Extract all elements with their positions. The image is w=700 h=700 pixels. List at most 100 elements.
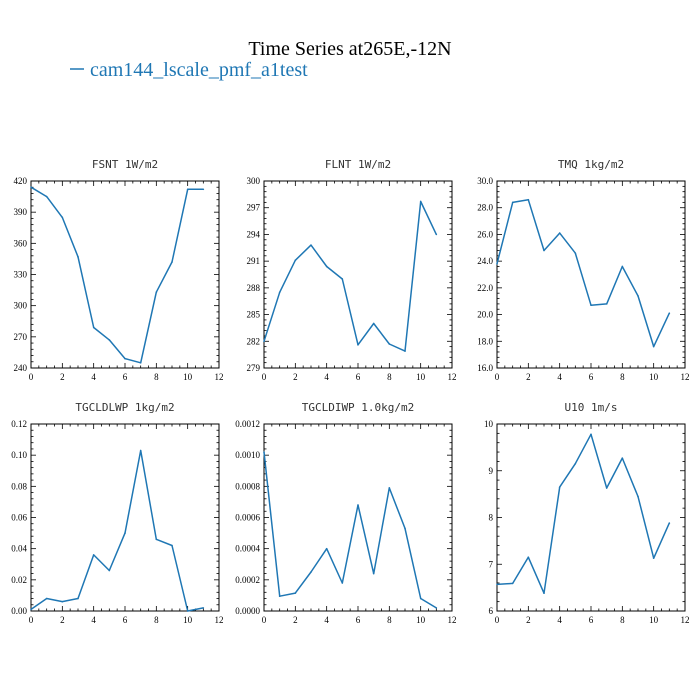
y-tick-label: 294 [247, 229, 261, 239]
y-tick-label: 279 [247, 363, 261, 373]
y-tick-label: 30.0 [477, 176, 493, 186]
x-tick-label: 6 [356, 615, 361, 625]
x-tick-label: 10 [649, 615, 659, 625]
plot-frame [496, 423, 686, 612]
x-tick-label: 6 [589, 372, 594, 382]
x-tick-label: 10 [183, 615, 193, 625]
data-point [590, 304, 592, 307]
data-point [108, 569, 111, 572]
data-point [155, 538, 158, 541]
y-tick-label: 7 [489, 559, 494, 569]
data-point [294, 259, 297, 262]
series-line [263, 451, 437, 609]
x-tick-label: 0 [495, 615, 500, 625]
y-tick-label: 28.0 [477, 203, 493, 213]
data-point [77, 256, 79, 258]
y-tick-label: 0.08 [11, 481, 27, 491]
data-point [605, 303, 608, 305]
data-point [435, 233, 438, 236]
x-tick-label: 6 [123, 615, 128, 625]
x-tick-label: 2 [293, 372, 298, 382]
plot-frame [30, 180, 220, 369]
x-tick-label: 6 [356, 372, 361, 382]
data-point [61, 216, 64, 219]
data-point [511, 582, 514, 585]
y-tick-label: 420 [14, 176, 28, 186]
x-tick-label: 6 [123, 372, 128, 382]
y-tick-label: 16.0 [477, 363, 493, 373]
panel-title: U10 1m/s [565, 401, 618, 414]
panel-5: U10 1m/s 0 2 4 6 8 10 12 6 7 8 9 10 [484, 401, 690, 625]
x-tick-label: 2 [60, 615, 65, 625]
data-point [558, 232, 561, 234]
x-tick-label: 2 [293, 615, 298, 625]
data-point [590, 433, 592, 436]
data-point [435, 607, 438, 609]
x-tick-label: 12 [215, 615, 224, 625]
panel-title: FLNT 1W/m2 [325, 158, 391, 171]
data-point [45, 597, 48, 600]
data-point [171, 544, 173, 547]
data-point [668, 522, 671, 524]
legend-label: cam144_lscale_pmf_a1test [90, 59, 308, 81]
y-tick-label: 0.12 [11, 419, 27, 429]
y-tick-label: 18.0 [477, 336, 493, 346]
data-point [652, 345, 655, 348]
x-tick-label: 8 [620, 372, 625, 382]
data-point [92, 554, 95, 556]
data-point [77, 597, 79, 600]
y-tick-label: 360 [14, 238, 28, 248]
data-point [404, 350, 406, 352]
y-tick-label: 0.04 [11, 544, 27, 554]
series-line [496, 198, 670, 348]
data-point [61, 600, 64, 603]
data-point [558, 486, 561, 488]
y-tick-label: 0.0000 [235, 606, 260, 616]
data-point [310, 244, 312, 246]
y-tick-label: 0.0004 [235, 544, 260, 554]
data-point [543, 249, 545, 252]
x-tick-label: 2 [526, 372, 531, 382]
y-tick-label: 9 [489, 466, 494, 476]
data-point [621, 265, 624, 268]
data-point [527, 198, 530, 201]
data-point [171, 261, 173, 263]
x-tick-label: 2 [526, 615, 531, 625]
panel-title: TGCLDLWP 1kg/m2 [75, 401, 174, 414]
y-tick-label: 8 [489, 513, 494, 523]
y-tick-label: 20.0 [477, 310, 493, 320]
y-tick-label: 300 [247, 176, 261, 186]
data-point [341, 278, 344, 280]
y-tick-label: 270 [14, 332, 28, 342]
data-point [574, 252, 577, 254]
data-point [124, 532, 126, 534]
data-point [543, 592, 545, 595]
y-tick-label: 390 [14, 207, 28, 217]
panel-title: TMQ 1kg/m2 [558, 158, 624, 171]
y-tick-label: 0.02 [11, 575, 27, 585]
x-tick-label: 8 [387, 615, 392, 625]
series-line [30, 449, 204, 612]
data-point [278, 291, 281, 294]
data-point [263, 451, 265, 453]
x-tick-label: 0 [29, 615, 34, 625]
figure-title: Time Series at265E,-12N [248, 38, 451, 60]
x-tick-label: 12 [681, 615, 690, 625]
data-point [202, 607, 205, 609]
panel-3: TGCLDLWP 1kg/m2 0 2 4 6 8 10 12 0.00 0.02 0.04 0.06… [11, 401, 223, 625]
y-tick-label: 330 [14, 270, 28, 280]
data-point [668, 312, 671, 315]
x-tick-label: 0 [262, 615, 267, 625]
x-tick-label: 4 [557, 372, 562, 382]
x-tick-label: 4 [557, 615, 562, 625]
plot-frame [263, 423, 453, 612]
plot-frame [30, 423, 220, 612]
y-tick-label: 6 [489, 606, 494, 616]
x-tick-label: 0 [29, 372, 34, 382]
data-point [527, 556, 530, 559]
x-tick-label: 12 [215, 372, 224, 382]
y-tick-label: 10 [484, 419, 494, 429]
y-tick-label: 26.0 [477, 229, 493, 239]
data-point [155, 291, 158, 293]
